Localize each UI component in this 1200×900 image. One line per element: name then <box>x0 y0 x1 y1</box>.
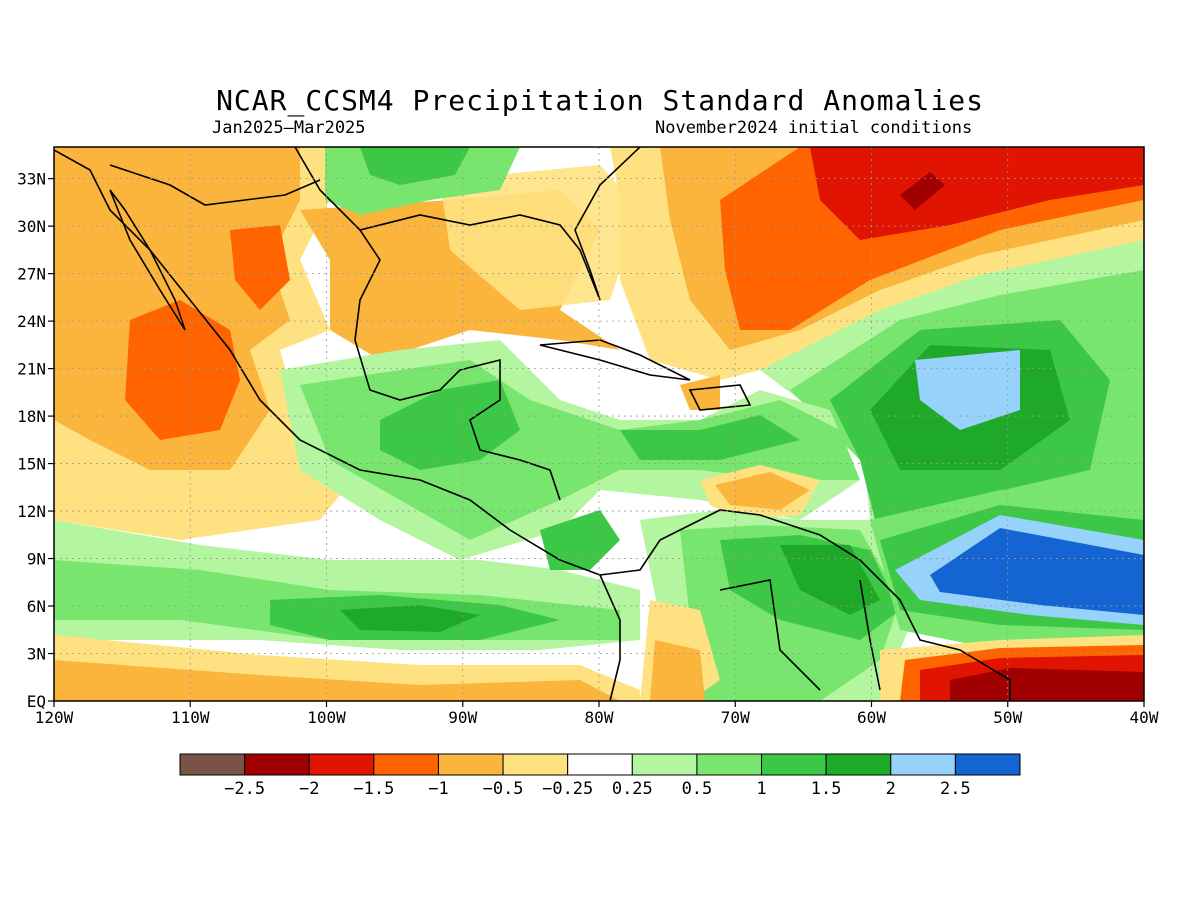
wet-region-atlantic-light-blue <box>915 350 1020 430</box>
lat-tick-label: 33N <box>17 170 46 189</box>
lat-tick-label: 18N <box>17 407 46 426</box>
dry-region-sierra <box>230 225 290 310</box>
dry-region-hispaniola <box>680 375 720 410</box>
wet-region-yucatan <box>380 380 520 470</box>
colorbar-swatch <box>890 753 956 776</box>
colorbar-swatch <box>825 753 892 776</box>
wet-region-guiana <box>780 545 880 615</box>
lon-tick-label: 110W <box>171 708 210 727</box>
colorbar-label: −0.25 <box>542 779 593 799</box>
coast-south-america <box>599 509 1011 701</box>
colorbar-swatch <box>502 753 569 776</box>
lat-tick-label: 6N <box>27 597 46 616</box>
dry-region-brazil-max <box>950 668 1144 701</box>
coast-north-america-pacific <box>54 149 601 576</box>
colorbar-swatch <box>373 753 439 776</box>
dry-region-colombia-core <box>650 640 705 701</box>
colorbar-label: 2 <box>886 779 896 799</box>
coast-us-gulf <box>359 147 641 301</box>
lat-tick-label: 30N <box>17 217 46 236</box>
lat-tick-label: 12N <box>17 502 46 521</box>
colorbar-swatch <box>308 753 375 776</box>
lat-tick-label: 24N <box>17 312 46 331</box>
colorbar-label: −1 <box>428 779 448 799</box>
lat-tick-label: 15N <box>17 455 46 474</box>
colorbar-label: 1 <box>756 779 766 799</box>
border-guiana <box>859 579 881 691</box>
lon-tick-label: 90W <box>448 708 477 727</box>
colorbar-label: 0.25 <box>612 779 653 799</box>
wet-region-pacific-strong <box>340 605 480 632</box>
colorbar-swatch <box>954 753 1021 776</box>
lon-tick-label: 60W <box>857 708 886 727</box>
colorbar-swatch <box>631 753 698 776</box>
coast-hispaniola <box>688 384 752 411</box>
colorbar-swatch <box>437 753 504 776</box>
colorbar-swatch <box>179 753 246 776</box>
colorbar-swatch <box>761 753 827 776</box>
colorbar-label: 1.5 <box>811 779 842 799</box>
colorbar-label: −2 <box>299 779 319 799</box>
colorbar-label: −2.5 <box>224 779 265 799</box>
coast-cuba <box>539 339 691 381</box>
lon-tick-label: 70W <box>721 708 750 727</box>
coast-south-america-pacific <box>599 574 621 701</box>
lat-tick-label: 21N <box>17 360 46 379</box>
dry-region-baja <box>125 300 240 440</box>
colorbar-swatch <box>567 753 633 776</box>
initial-conditions: November2024 initial conditions <box>655 118 973 138</box>
wet-region-panama <box>540 510 620 570</box>
colorbar-label: 0.5 <box>682 779 713 799</box>
lat-tick-label: EQ <box>27 692 46 711</box>
wet-region-texas-core <box>360 147 470 185</box>
colorbar-label: −1.5 <box>353 779 394 799</box>
lon-tick-label: 120W <box>35 708 74 727</box>
dry-region-atlantic-strong <box>810 147 1144 240</box>
lon-tick-label: 100W <box>307 708 346 727</box>
lat-tick-label: 9N <box>27 550 46 569</box>
wet-region-caribbean-core <box>620 415 800 460</box>
graticule <box>54 147 1144 701</box>
wet-region-tropical-atlantic-blue <box>930 528 1144 615</box>
border-venezuela <box>719 579 821 691</box>
lon-tick-label: 80W <box>585 708 614 727</box>
forecast-period: Jan2025–Mar2025 <box>212 118 366 138</box>
colorbar-swatch <box>696 753 763 776</box>
dry-region-atlantic-max <box>900 172 945 210</box>
dry-region-equatorial-pacific <box>54 660 620 701</box>
colorbar-label: −0.5 <box>483 779 524 799</box>
colorbar: −2.5 −2 −1.5 −1 −0.5 −0.25 0.25 0.5 1 1.5 2 2.5 <box>179 753 1021 799</box>
map-title: NCAR_CCSM4 Precipitation Standard Anomal… <box>216 84 984 117</box>
lat-tick-label: 3N <box>27 645 46 664</box>
coast-baja <box>109 189 186 331</box>
coast-gulf <box>294 147 561 501</box>
colorbar-swatch <box>244 753 310 776</box>
lon-tick-label: 40W <box>1130 708 1159 727</box>
colorbar-label: 2.5 <box>940 779 971 799</box>
lat-tick-label: 27N <box>17 265 46 284</box>
lon-tick-label: 50W <box>993 708 1022 727</box>
dry-region-caribbean-core <box>715 472 810 510</box>
